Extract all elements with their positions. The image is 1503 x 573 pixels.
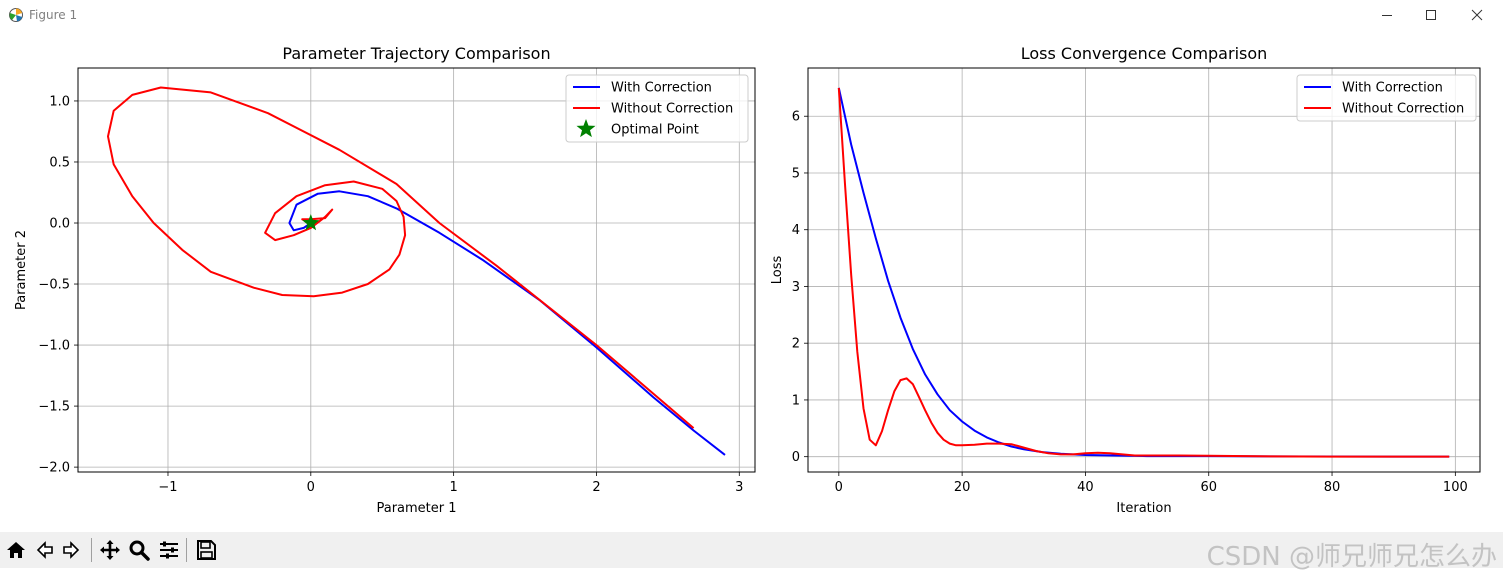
x-tick-label: 0 [835,480,843,495]
y-tick-label: −0.5 [38,278,70,293]
plot-lines [107,86,726,456]
y-tick-label: 1 [792,393,800,408]
y-tick-label: 3 [792,280,800,295]
legend-label-without-correction: Without Correction [1342,102,1464,117]
csdn-watermark: CSDN @师兄师兄怎么办 [1206,542,1497,572]
x-tick-label: 2 [592,480,600,495]
x-tick-label: 40 [1077,480,1094,495]
legend-label-with-correction: With Correction [611,81,712,96]
configure-subplots-icon [160,541,178,559]
navigation-toolbar: CSDN @师兄师兄怎么办 [0,532,1503,572]
axes-frame [77,67,756,473]
trajectory-axes: −1 0 1 2 3 −2.0 −1.5 −1.0 −0.5 0.0 0.5 1.0 Paramete… [14,44,756,516]
back-button[interactable] [30,536,58,564]
legend-label-with-correction: With Correction [1342,81,1443,96]
y-tick-label: 1.0 [49,94,70,109]
series-line-without-correction [837,87,1450,458]
figure-svg: −1 0 1 2 3 −2.0 −1.5 −1.0 −0.5 0.0 0.5 1.0 Paramete… [14,44,1481,516]
y-tick-label: 2 [792,337,800,352]
chart-title: Parameter Trajectory Comparison [282,44,550,63]
legend-box [1296,74,1477,122]
y-tick-label: −1.5 [38,400,70,415]
x-tick-label: 80 [1324,480,1341,495]
y-tick-label: 5 [792,166,800,181]
home-icon [7,542,25,558]
forward-icon [63,541,80,559]
plot-lines [837,87,1450,458]
close-icon [1471,9,1483,21]
series-line-without-correction [107,86,695,429]
minimize-icon [1382,15,1392,16]
maximize-icon [1426,10,1436,20]
y-tick-label: 0.0 [49,217,70,232]
toolbar-separator [186,538,187,562]
toolbar-separator [91,538,92,562]
legend: With Correction Without Correction Optim… [565,74,749,143]
tick-marks: −1 0 1 2 3 −2.0 −1.5 −1.0 −0.5 0.0 0.5 1.0 [38,94,743,495]
window-title: Figure 1 [29,8,78,22]
x-axis-label: Iteration [1116,501,1171,516]
save-button[interactable] [192,536,220,564]
legend: With Correction Without Correction [1296,74,1477,122]
x-tick-label: 1 [449,480,457,495]
y-tick-label: 4 [792,223,800,238]
y-tick-label: 0.5 [49,155,70,170]
y-axis-label: Loss [770,256,785,285]
loss-axes: 0 20 40 60 80 100 0 1 2 3 4 5 6 Loss Convergence Com… [770,44,1481,516]
pan-button[interactable] [96,536,124,564]
optimal-point-marker [302,214,320,231]
legend-box [565,74,749,143]
legend-label-without-correction: Without Correction [611,102,733,117]
configure-subplots-button[interactable] [155,536,183,564]
x-tick-label: 20 [954,480,971,495]
x-tick-label: 60 [1200,480,1217,495]
y-tick-label: −1.0 [38,339,70,354]
home-button[interactable] [2,536,30,564]
y-tick-label: 0 [792,450,800,465]
figure-canvas[interactable]: −1 0 1 2 3 −2.0 −1.5 −1.0 −0.5 0.0 0.5 1.0 Paramete… [0,30,1503,532]
series-line-with-correction [288,190,726,456]
x-tick-label: 3 [735,480,743,495]
y-tick-label: 6 [792,110,800,125]
forward-button[interactable] [58,536,86,564]
zoom-icon [129,540,150,561]
axes-frame [807,67,1481,473]
close-button[interactable] [1454,0,1500,30]
axes-background [808,68,1480,472]
legend-star-marker [576,119,596,138]
x-axis-label: Parameter 1 [376,501,456,516]
back-icon [36,541,53,559]
pan-icon [100,540,120,560]
y-tick-label: −2.0 [38,461,70,476]
x-tick-label: −1 [158,480,177,495]
zoom-button[interactable] [125,536,153,564]
tick-marks: 0 20 40 60 80 100 0 1 2 3 4 5 6 [792,110,1468,495]
matplotlib-logo-icon [9,8,23,22]
legend-label-optimal-point: Optimal Point [611,123,699,138]
save-icon [197,540,216,560]
window-titlebar: Figure 1 [0,0,1503,30]
x-tick-label: 100 [1443,480,1468,495]
x-tick-label: 0 [307,480,315,495]
y-axis-label: Parameter 2 [14,230,29,310]
minimize-button[interactable] [1364,0,1410,30]
maximize-button[interactable] [1408,0,1454,30]
chart-title: Loss Convergence Comparison [1021,44,1268,63]
